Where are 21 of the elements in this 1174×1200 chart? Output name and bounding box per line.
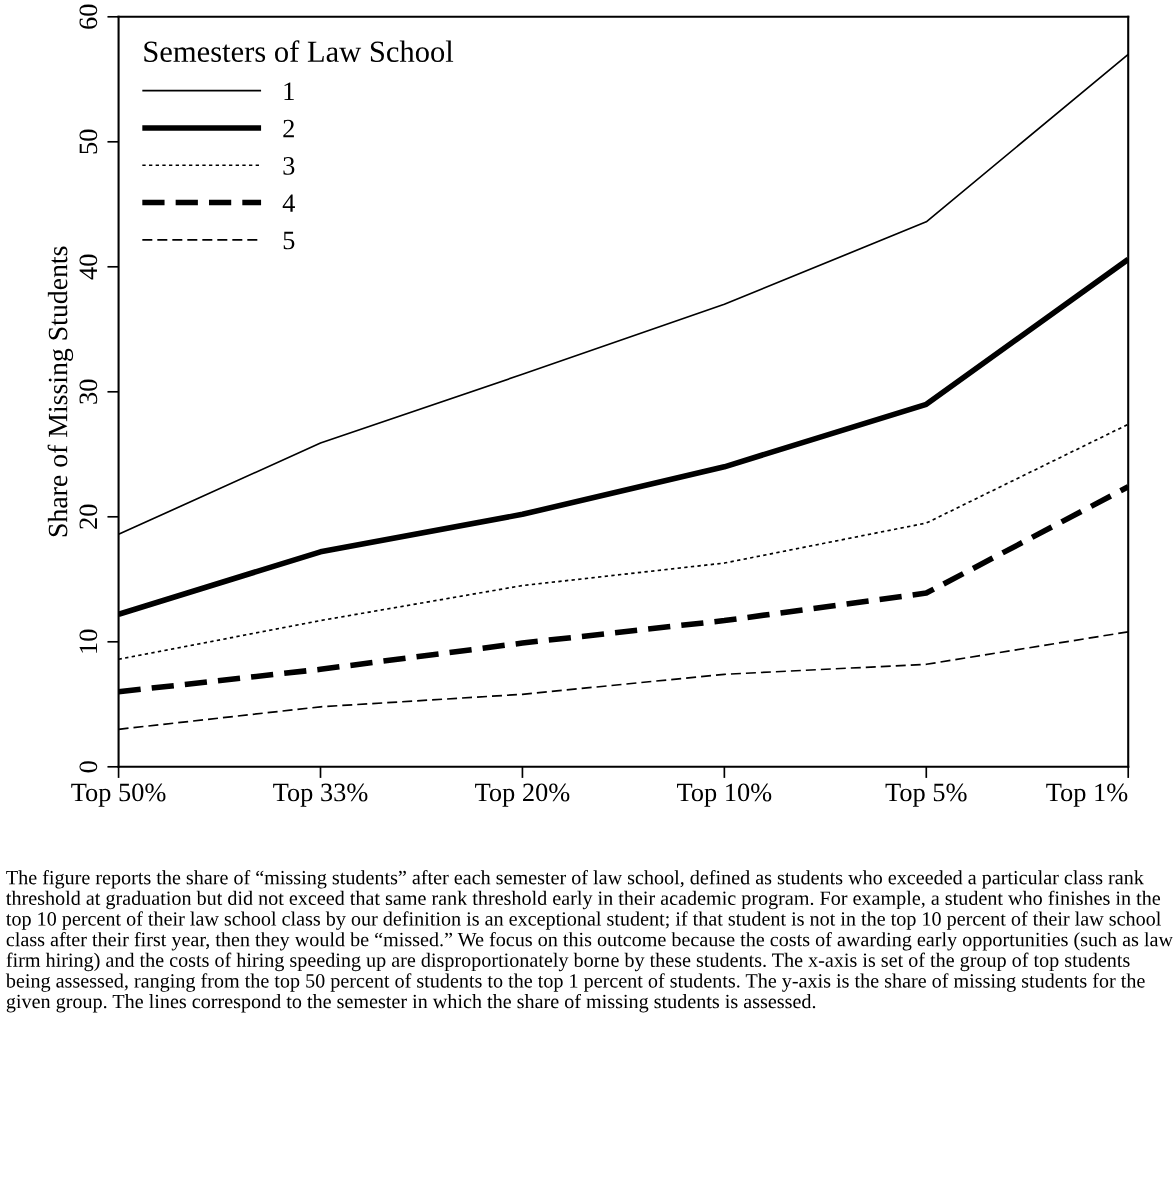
y-tick-label: 50 [79,129,98,154]
y-tick-label: 30 [79,379,98,404]
legend-label: 2 [283,119,294,138]
text: The figure reports the share of “missing students” after each semester of law school, defined as students who exceeded a particular class rank threshold at graduation but did not exceed that same rank threshold early in their academic program. For example, a student who finishes in the top 10 percent of their law school class by our definition is an exceptional student; if that student is not in the top 10 percent of their law school class after their first year, then they would be “missed.” We focus on this outcome because the costs of awarding early opportunities (such as law firm hiring) and the costs of hiring speeding up are disproportionately borne by these students. The x-axis is set of the group of top students being assessed, ranging from the top 50 percent of students to the top 1 percent of students. The y-axis is the share of missing students for the given group. The lines correspond to the semester in which the share of missing students is assessed. [5,870,1173,1013]
x-tick-label: Top 5% [885,783,967,807]
y-axis-title: Share of Missing Students [47,246,74,537]
x-tick-label: Top 20% [475,783,570,807]
x-tick-label: Top 10% [677,783,772,807]
legend-title: Semesters of Law School [144,40,454,63]
y-tick-label: 40 [79,254,98,280]
y-tick-label: 60 [79,4,98,29]
y-tick-label: 10 [79,629,98,653]
y-tick-label: 20 [79,504,98,529]
legend-label: 4 [282,194,295,212]
x-tick-label: Top 33% [273,783,368,807]
legend-label: 3 [283,157,295,175]
x-tick-label: Top 50% [71,783,166,807]
legend-label: 1 [284,82,294,100]
x-tick-label: Top 1% [1046,783,1128,807]
y-tick-label: 0 [79,761,98,773]
legend-label: 5 [283,231,295,250]
